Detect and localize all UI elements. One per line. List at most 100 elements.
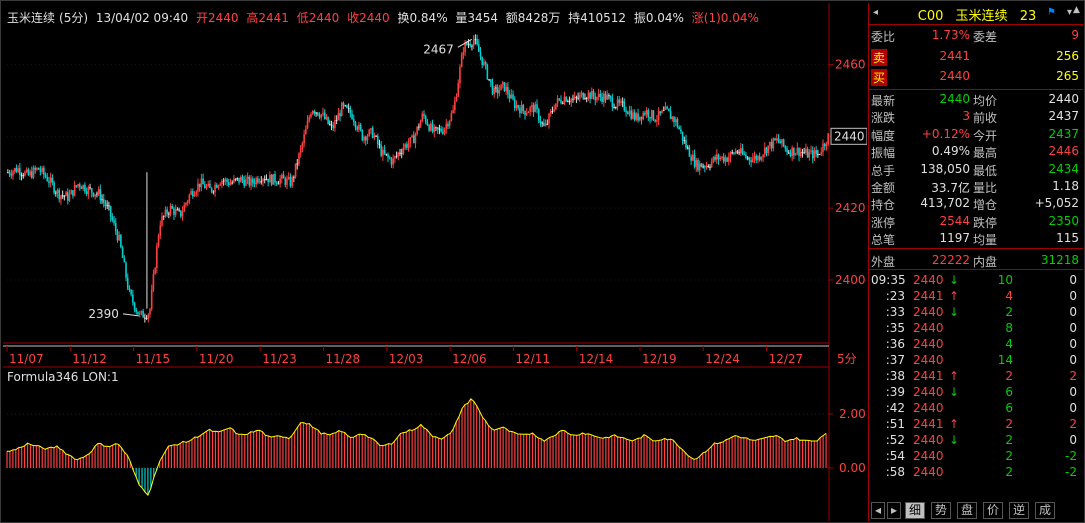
chart-canvas[interactable]: 246024402420240024402467239011/0711/1211…: [3, 3, 867, 521]
candle-body: [580, 92, 583, 95]
candle-body: [477, 44, 480, 52]
prev-tab-icon[interactable]: ◂: [871, 502, 886, 519]
candle-body: [582, 92, 585, 100]
stat-row-label: 最新: [871, 94, 896, 108]
tick-price: 2440: [913, 305, 944, 319]
back-icon[interactable]: ◂: [873, 7, 879, 18]
candle-body: [274, 174, 276, 183]
candle-body: [556, 98, 559, 104]
stat-row-value: 2544: [939, 213, 970, 228]
candle-body: [24, 171, 26, 176]
menu-icon[interactable]: ▾: [1067, 7, 1073, 18]
candle-body: [714, 156, 716, 160]
stat-row-value: 2440: [939, 92, 970, 106]
candle-body: [12, 171, 14, 176]
tab-1[interactable]: 势: [931, 502, 952, 519]
candle-body: [681, 131, 684, 141]
stat-row: 金额 33.7亿 量比 1.18: [869, 178, 1083, 195]
tick-change: 0: [1069, 305, 1077, 319]
tick-volume: 2: [1005, 417, 1013, 431]
candle-body: [385, 153, 388, 155]
candle-body: [416, 126, 418, 135]
tab-5[interactable]: 成: [1035, 502, 1056, 519]
tab-0[interactable]: 细: [905, 502, 926, 519]
candle-body: [793, 147, 795, 156]
candle-body: [656, 120, 658, 122]
candle-body: [462, 52, 465, 55]
candle-body: [695, 160, 698, 167]
candle-body: [289, 176, 292, 187]
indicator-title: Formula346 LON:1: [7, 370, 119, 384]
tab-4[interactable]: 逆: [1009, 502, 1030, 519]
close-value: 收2440: [347, 11, 390, 25]
candle-body: [305, 128, 307, 135]
candle-body: [440, 128, 442, 132]
candle-body: [368, 129, 370, 137]
candle-body: [147, 314, 150, 319]
candle-body: [728, 157, 730, 162]
candle-body: [572, 98, 574, 100]
tick-time: :33: [885, 305, 905, 319]
signal-icon[interactable]: ⚑: [1047, 7, 1056, 18]
candle-body: [565, 96, 567, 102]
stat-row-value2: +5,052: [1034, 196, 1079, 211]
candle-body: [650, 110, 653, 119]
candle-body: [154, 268, 156, 274]
candle-body: [549, 111, 552, 114]
candle-body: [633, 112, 636, 120]
tick-time: :39: [885, 385, 905, 399]
candle-body: [686, 147, 689, 149]
candle-body: [126, 277, 129, 289]
ask-level-label: 卖: [871, 49, 888, 66]
tick-price: 2440: [913, 465, 944, 479]
candle-body: [90, 188, 93, 193]
tab-3[interactable]: 价: [983, 502, 1004, 519]
candle-body: [553, 109, 555, 112]
tick-time: :52: [885, 433, 905, 447]
tab-2[interactable]: 盘: [957, 502, 978, 519]
candle-body: [597, 93, 600, 97]
ask-level: 卖 2441 256: [869, 48, 1083, 66]
candle-body: [645, 110, 648, 115]
candle-body: [55, 192, 57, 194]
candle-body: [231, 182, 233, 184]
candle-body: [805, 148, 807, 153]
next-tab-icon[interactable]: ▸: [887, 502, 902, 519]
candle-body: [517, 105, 519, 109]
candle-body: [317, 112, 319, 116]
candle-body: [294, 163, 297, 178]
candle-body: [642, 112, 644, 120]
candle-body: [616, 99, 619, 108]
candle-body: [551, 111, 554, 113]
candle-body: [310, 114, 312, 118]
candle-body: [156, 245, 158, 269]
candle-body: [760, 157, 763, 160]
candle-body: [753, 155, 756, 159]
candle-body: [765, 147, 768, 154]
candle-body: [637, 113, 639, 121]
candle-body: [99, 189, 102, 201]
candle-body: [87, 187, 90, 194]
tick-volume: 2: [1005, 433, 1013, 447]
chevron-up-icon[interactable]: ▲: [1073, 5, 1080, 15]
candle-body: [373, 135, 376, 138]
candle-body: [311, 111, 314, 115]
low-value: 低2440: [296, 11, 340, 25]
candle-body: [426, 122, 429, 126]
stat-row-value2: 2434: [1048, 161, 1079, 176]
candle-body: [334, 119, 336, 128]
candle-body: [329, 123, 331, 125]
candle-body: [411, 135, 413, 138]
candle-body: [340, 102, 343, 117]
candle-body: [789, 152, 792, 156]
candle-body: [128, 288, 131, 291]
candle-body: [46, 176, 49, 182]
candle-body: [287, 176, 290, 179]
price-chart-area[interactable]: 玉米连续 (5分) 13/04/02 09:40 开2440 高2441 低244…: [3, 3, 867, 521]
candle-body: [224, 179, 227, 181]
low-marker-line: [122, 313, 139, 317]
candle-body: [638, 116, 641, 121]
current-price-label: 2440: [834, 129, 865, 143]
candle-body: [183, 205, 186, 212]
bid-ask-ratio: 委比 1.73% 委差 9: [869, 27, 1083, 44]
